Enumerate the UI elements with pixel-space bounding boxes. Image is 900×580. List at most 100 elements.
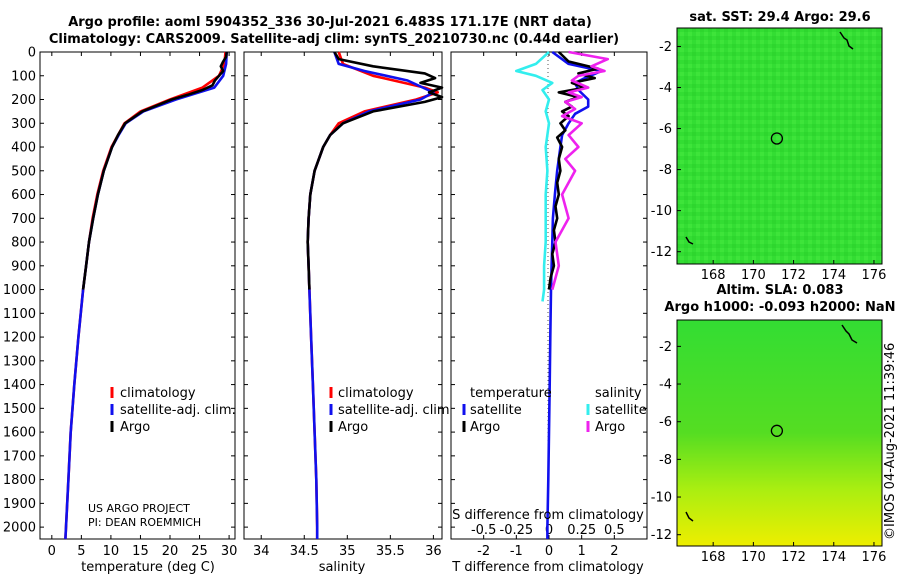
series-line-temperature-argo <box>547 51 600 290</box>
x-tick-label: 1 <box>578 544 586 559</box>
y-tick-label: 900 <box>11 259 36 274</box>
legend-label-sal-argo: Argo <box>595 420 625 435</box>
map-x-tick-label: 176 <box>862 268 887 283</box>
x-tick-label: 5 <box>77 544 85 559</box>
x-tick-label: -1 <box>510 544 523 559</box>
y-tick-label: 1000 <box>3 283 36 298</box>
y-tick-label: 300 <box>11 117 36 132</box>
y-tick-label: 400 <box>11 141 36 156</box>
x-tick-label: 15 <box>132 544 149 559</box>
y-tick-label: 0 <box>28 46 36 61</box>
sla-map-field <box>676 319 883 547</box>
sla-island <box>685 511 694 522</box>
s-tick-label: 0.5 <box>604 523 625 538</box>
x-tick-label: 35.5 <box>376 544 405 559</box>
temperature-xlabel: temperature (deg C) <box>81 560 215 575</box>
project-line2: PI: DEAN ROEMMICH <box>88 516 201 529</box>
s-tick-label: 0 <box>545 523 553 538</box>
y-tick-label: 1200 <box>3 331 36 346</box>
x-tick-label: 25 <box>191 544 208 559</box>
sla-coastline <box>841 324 858 344</box>
salinity-legend: climatology satellite-adj. clim. Argo <box>329 386 454 435</box>
y-tick-label: 1700 <box>3 449 36 464</box>
difference-panel: -2 -1 0 1 2 -0.5 -0.25 0 0.25 0.5 S difference f… <box>450 50 648 575</box>
timestamp-footer: ©IMOS 04-Aug-2021 11:39:46 <box>883 343 898 540</box>
map-y-tick-label: -6 <box>659 122 672 137</box>
sst-argo-position-marker <box>770 132 784 145</box>
temperature-panel: 0100200300400500600700800900100011001200… <box>3 46 237 576</box>
legend-label-satellite-adj: satellite-adj. clim. <box>338 403 454 418</box>
x-tick-label: 34.5 <box>290 544 319 559</box>
sst-map-panel: 168 170 172 174 176 -2 -4 -6 -8 -10 -12 <box>651 27 887 283</box>
sla-map-title-line1: Altim. SLA: 0.083 <box>716 283 844 298</box>
salinity-panel: 34 34.5 35 35.5 36 salinity climatology sate… <box>243 51 454 575</box>
y-tick-label: 1800 <box>3 473 36 488</box>
legend-label-sal-satellite: satellite <box>595 403 647 418</box>
map-x-tick-label: 176 <box>862 550 887 565</box>
map-y-tick-label: -6 <box>659 415 672 430</box>
sla-map-panel: 168 170 172 174 176 -2 -4 -6 -8 -10 -12 <box>651 319 887 565</box>
map-y-tick-label: -2 <box>659 340 672 355</box>
series-line-salinity-satellite <box>514 51 554 302</box>
y-tick-label: 1300 <box>3 354 36 369</box>
map-x-tick-label: 172 <box>781 550 806 565</box>
x-tick-label: 35 <box>339 544 356 559</box>
map-x-tick-label: 174 <box>821 550 846 565</box>
temperature-axes-frame <box>39 51 236 540</box>
x-tick-label: 34 <box>253 544 270 559</box>
y-tick-label: 800 <box>11 236 36 251</box>
series-line-argo <box>306 51 444 290</box>
y-tick-label: 500 <box>11 164 36 179</box>
map-y-tick-label: -4 <box>659 378 672 393</box>
map-y-tick-label: -12 <box>651 245 672 260</box>
project-line1: US ARGO PROJECT <box>88 502 190 515</box>
legend-label-satellite-adj: satellite-adj. clim. <box>120 403 236 418</box>
map-x-tick-label: 172 <box>781 268 806 283</box>
map-x-tick-label: 174 <box>821 268 846 283</box>
temperature-legend: climatology satellite-adj. clim. Argo <box>110 386 236 435</box>
y-tick-label: 1100 <box>3 307 36 322</box>
x-tick-label: 20 <box>162 544 179 559</box>
series-line-salinity-argo <box>551 50 610 290</box>
legend-header-salinity: salinity <box>595 386 642 401</box>
map-y-tick-label: -4 <box>659 81 672 96</box>
x-tick-label: 0 <box>48 544 56 559</box>
legend-header-temperature: temperature <box>470 386 552 401</box>
legend-label-climatology: climatology <box>338 386 414 401</box>
map-y-tick-label: -2 <box>659 40 672 55</box>
x-tick-label: 30 <box>221 544 238 559</box>
x-tick-label: 10 <box>103 544 120 559</box>
legend-label-climatology: climatology <box>120 386 196 401</box>
y-tick-label: 700 <box>11 212 36 227</box>
map-x-tick-label: 168 <box>701 268 726 283</box>
y-tick-label: 200 <box>11 93 36 108</box>
y-tick-label: 1600 <box>3 426 36 441</box>
y-tick-label: 1900 <box>3 497 36 512</box>
figure-title-line1: Argo profile: aoml 5904352_336 30-Jul-20… <box>68 15 592 30</box>
legend-label-argo: Argo <box>338 420 368 435</box>
sst-island <box>685 236 694 245</box>
figure-title-line2: Climatology: CARS2009. Satellite-adj cli… <box>48 32 620 47</box>
sla-argo-position-marker <box>770 424 784 437</box>
map-x-tick-label: 170 <box>741 550 766 565</box>
salinity-axes-frame <box>243 51 443 540</box>
y-tick-label: 2000 <box>3 521 36 536</box>
legend-label-temp-argo: Argo <box>470 420 500 435</box>
y-tick-label: 1500 <box>3 402 36 417</box>
map-x-tick-label: 170 <box>741 268 766 283</box>
sst-coastline <box>839 31 854 50</box>
series-line-argo <box>81 51 228 290</box>
s-difference-label: S difference from climatology <box>452 508 644 523</box>
map-y-tick-label: -12 <box>651 528 672 543</box>
x-tick-label: -2 <box>477 544 490 559</box>
s-tick-label: -0.5 <box>471 523 496 538</box>
map-y-tick-label: -10 <box>651 204 672 219</box>
t-difference-xlabel: T difference from climatology <box>451 560 644 575</box>
s-tick-label: 0.25 <box>567 523 596 538</box>
map-x-tick-label: 168 <box>701 550 726 565</box>
x-tick-label: 2 <box>610 544 618 559</box>
difference-legend: temperature salinity satellite Argo sate… <box>462 386 647 435</box>
map-y-tick-label: -10 <box>651 491 672 506</box>
sst-map-title: sat. SST: 29.4 Argo: 29.6 <box>689 10 871 25</box>
